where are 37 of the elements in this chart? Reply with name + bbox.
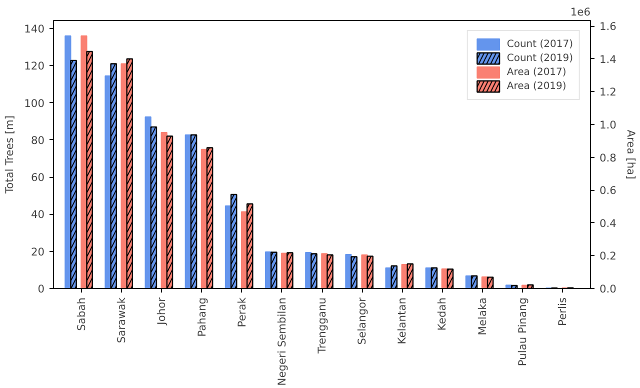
x-tick-label: Trengganu (316, 297, 328, 354)
legend-label: Count (2019) (506, 52, 573, 65)
x-tick-label: Pahang (195, 298, 208, 337)
y-tick-label: 80 (30, 134, 45, 147)
legend-label: Count (2017) (506, 38, 573, 51)
y2-tick-label: 1.0 (600, 118, 617, 132)
y-tick-label: 120 (24, 60, 45, 73)
text: 1e6 (570, 6, 591, 18)
y2-tick-label: 0.6 (600, 184, 617, 198)
y2-tick-label: 0.2 (600, 250, 616, 263)
x-tick-label: Negeri Sembilan (275, 297, 288, 386)
x-tick-label: Sabah (75, 298, 88, 331)
y-tick-label: 0 (38, 282, 45, 296)
y2-axis-title: Area [ha] (624, 130, 638, 180)
y2-tick-label: 1.2 (600, 86, 616, 99)
x-tick-label: Melaka (476, 297, 489, 336)
y2-tick-label: 0.4 (600, 216, 617, 230)
y-tick-label: 140 (24, 22, 45, 36)
legend-label: Area (2019) (506, 80, 566, 93)
y2-tick-label: 0.8 (600, 151, 617, 164)
x-tick-label: Pulau Pinang (516, 297, 529, 366)
x-tick-label: Johor (155, 296, 168, 326)
y2-tick-label: 1.6 (600, 20, 617, 34)
x-tick-label: Perlis (556, 297, 569, 326)
x-tick-label: Perak (235, 296, 248, 328)
y-tick-label: 20 (30, 245, 45, 258)
y-axis-title: Total Trees [m] (3, 115, 16, 195)
y-tick-label: 40 (30, 208, 45, 222)
y-tick-label: 100 (24, 96, 45, 110)
x-tick-label: Kelantan (396, 297, 409, 344)
legend-label: Area (2017) (506, 66, 566, 79)
x-tick-label: Kedah (436, 298, 449, 331)
x-tick-label: Selangor (356, 296, 369, 345)
y2-tick-label: 1.4 (600, 52, 617, 66)
y-tick-label: 60 (30, 171, 45, 184)
y2-tick-label: 0.0 (600, 282, 617, 296)
x-tick-label: Sarawak (115, 296, 128, 344)
